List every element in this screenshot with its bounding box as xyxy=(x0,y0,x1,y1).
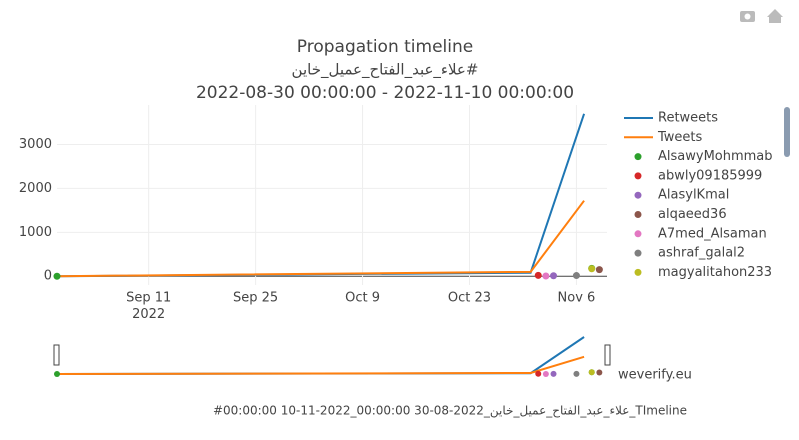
mini-point xyxy=(596,369,603,376)
mini-point xyxy=(54,371,60,377)
legend-swatch xyxy=(634,268,642,276)
point xyxy=(595,266,603,274)
legend-label[interactable]: Retweets xyxy=(658,111,718,126)
x-tick-label-line: 2022 xyxy=(132,307,165,322)
date-range: 2022-08-30 00:00:00 - 2022-11-10 00:00:0… xyxy=(196,83,574,103)
point xyxy=(542,272,550,280)
x-tick-label: Sep 11 2022 xyxy=(126,291,171,322)
range-handle[interactable] xyxy=(604,344,611,366)
legend-swatch xyxy=(634,230,642,238)
mini-point xyxy=(588,369,595,376)
mini-point xyxy=(550,370,557,377)
line xyxy=(56,113,586,278)
y-tick-label: 2000 xyxy=(19,181,52,196)
legend-label[interactable]: AlasylKmal xyxy=(658,188,729,203)
legend-swatch xyxy=(634,211,642,218)
home-icon[interactable] xyxy=(767,9,783,23)
legend-label[interactable]: AlsawyMohmmab xyxy=(658,149,773,164)
chart-title: Propagation timeline xyxy=(297,37,473,57)
point xyxy=(534,271,542,279)
x-tick-label: Oct 23 xyxy=(448,291,491,306)
mini-point xyxy=(573,370,580,377)
x-tick-label: Oct 9 xyxy=(345,291,380,306)
toolbar xyxy=(740,9,783,23)
y-tick-label: 0 xyxy=(44,269,52,284)
range-handle[interactable] xyxy=(53,344,60,366)
legend-swatch xyxy=(634,249,642,257)
legend-label[interactable]: abwly09185999 xyxy=(658,168,762,183)
chart-subtitle: علاء_عبد_الفتاح_عميل_خاين# xyxy=(292,61,479,80)
point xyxy=(53,272,61,280)
y-tick-label: 3000 xyxy=(19,137,52,152)
legend-label[interactable]: A7med_Alsaman xyxy=(658,226,767,241)
annotation: weverify.eu xyxy=(618,368,692,383)
x-tick-label: Nov 6 xyxy=(558,291,596,306)
x-tick-label: Sep 25 xyxy=(233,291,278,306)
point xyxy=(572,272,580,280)
legend: Retweets Tweets AlsawyMohmmab abwly09185999… xyxy=(624,111,773,280)
footer: #00:00:00 10-11-2022_00:00:00 30-08-2022… xyxy=(213,404,687,419)
legend-swatch xyxy=(634,153,642,161)
legend-label[interactable]: alqaeed36 xyxy=(658,207,727,222)
line xyxy=(56,200,585,278)
legend-label[interactable]: Tweets xyxy=(657,130,703,145)
mini-line xyxy=(56,336,585,375)
point xyxy=(588,265,596,273)
legend-scrollbar[interactable] xyxy=(784,107,790,157)
mini-point xyxy=(535,370,542,377)
y-tick-label: 1000 xyxy=(19,225,52,240)
legend-swatch xyxy=(634,172,642,180)
mini-point xyxy=(542,370,549,377)
point xyxy=(550,272,558,280)
mini-line xyxy=(56,355,585,375)
legend-label[interactable]: ashraf_galal2 xyxy=(658,246,745,261)
legend-label[interactable]: magyalitahon233 xyxy=(658,265,772,280)
legend-swatch xyxy=(634,191,642,199)
